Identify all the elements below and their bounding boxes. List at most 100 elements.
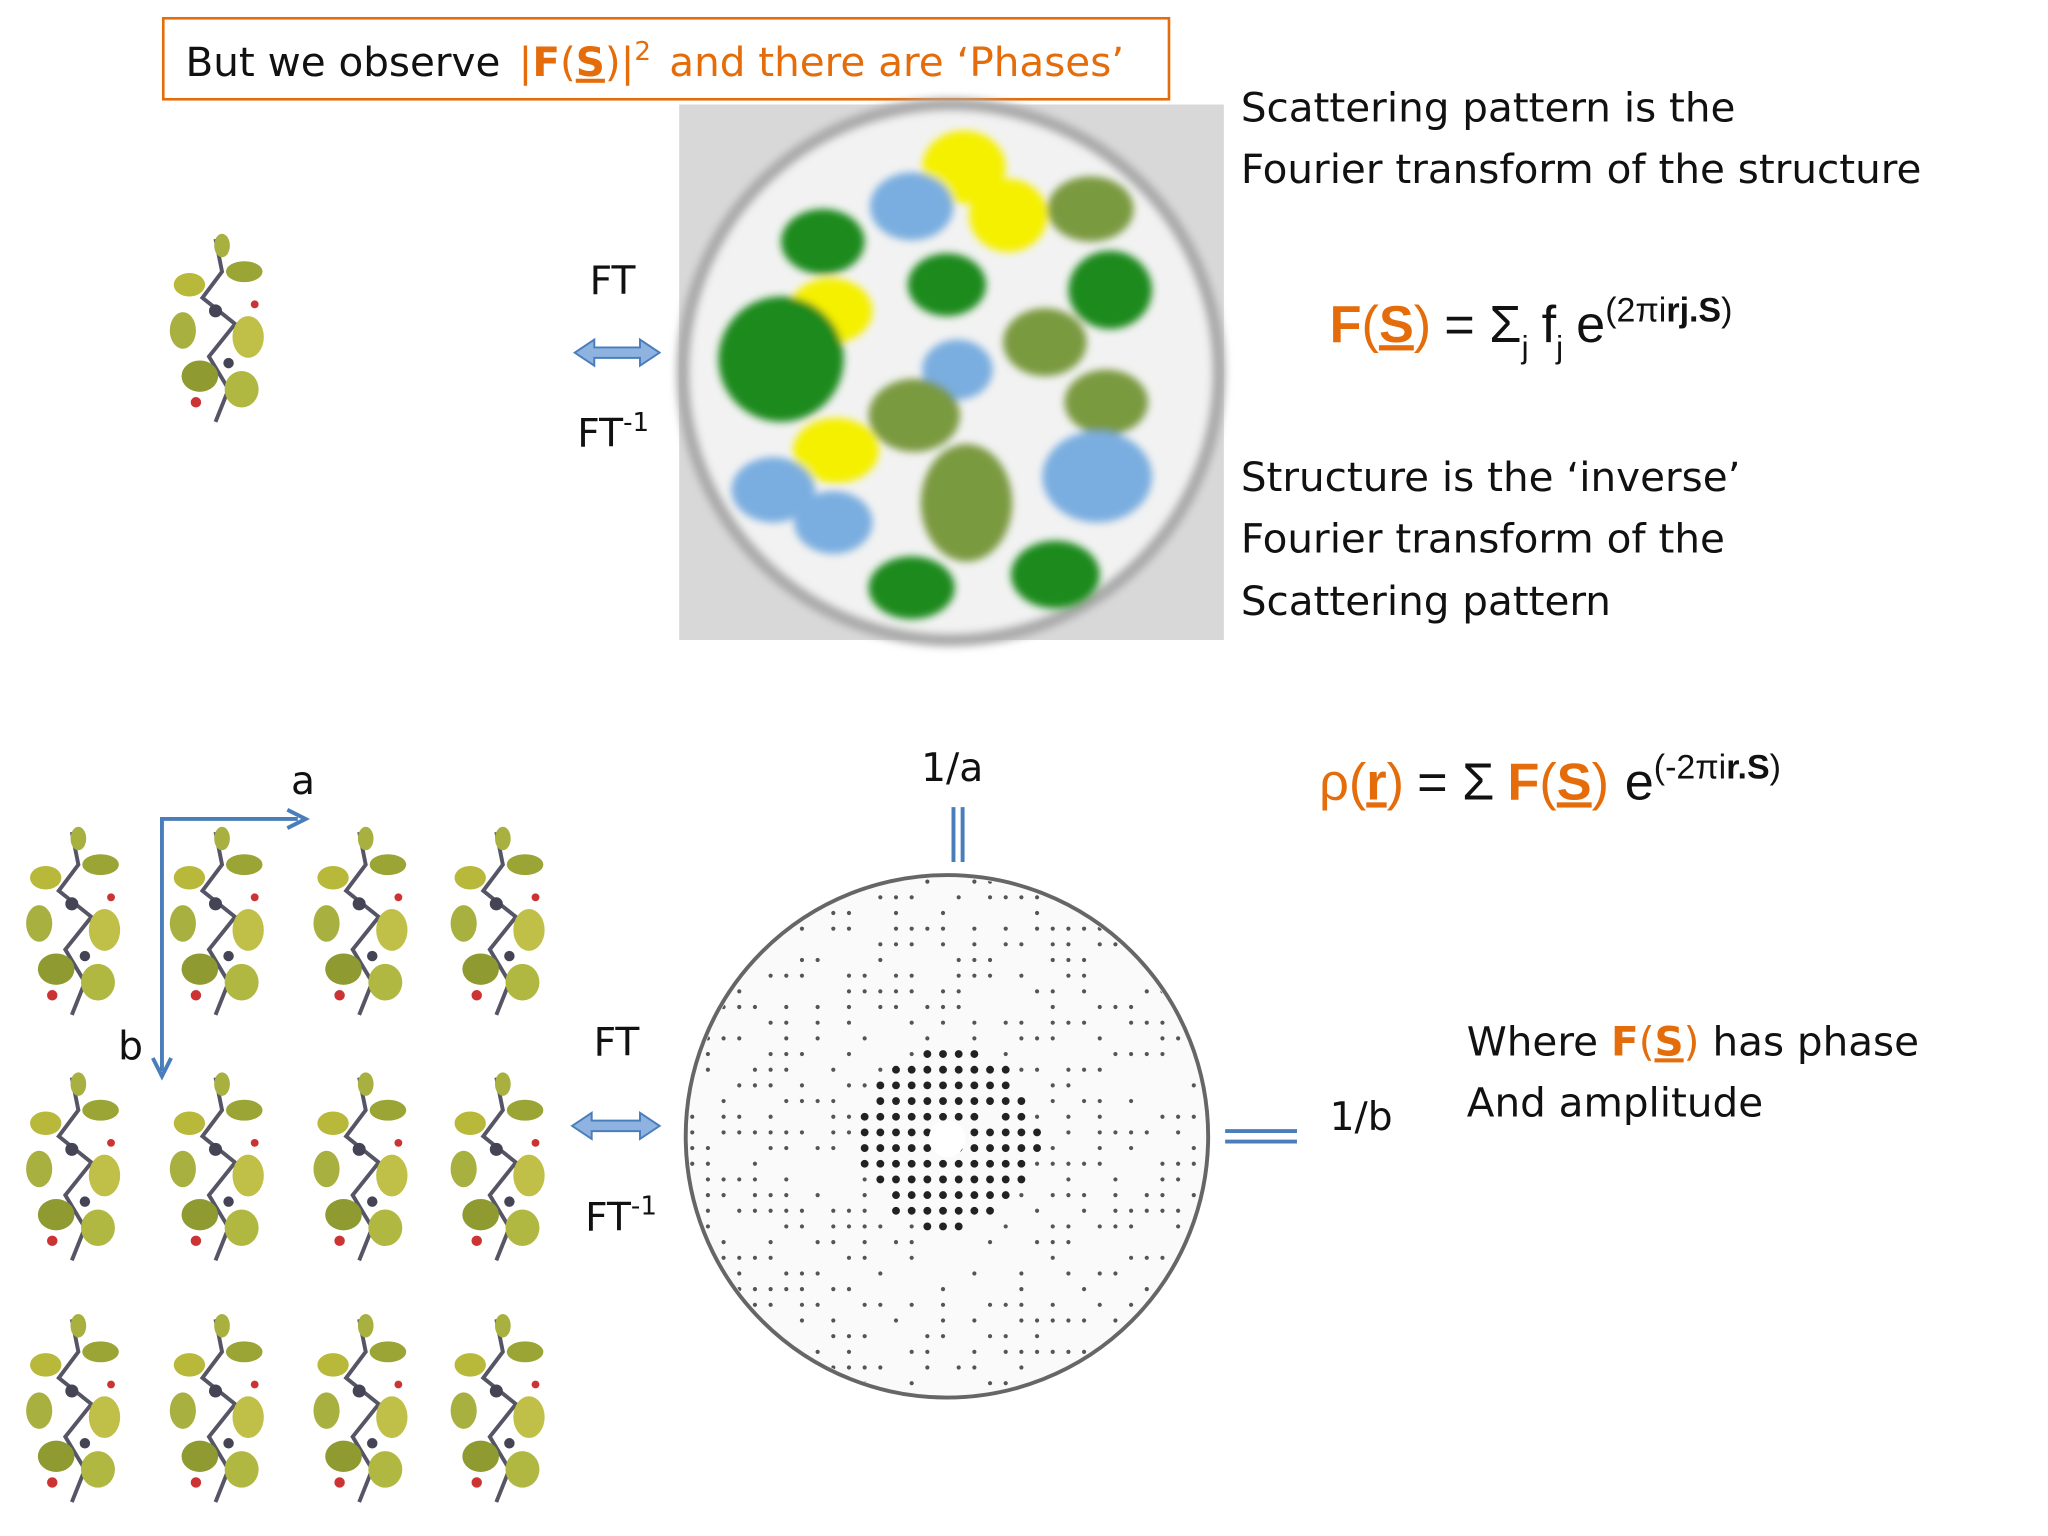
description: Scattering pattern [1241, 577, 1611, 625]
diffraction-spot [1191, 1145, 1196, 1151]
diffraction-spot [970, 1128, 979, 1137]
diffraction-spot [721, 1193, 726, 1198]
diffraction-spot [1097, 1067, 1102, 1072]
diffraction-spot [909, 1224, 914, 1229]
diffraction-spot [878, 957, 883, 963]
diffraction-pattern [683, 873, 1211, 1400]
double-arrow [572, 337, 662, 368]
diffraction-spot [893, 1318, 899, 1323]
diffraction-spot [690, 1318, 695, 1323]
diffraction-spot [1176, 1036, 1181, 1041]
diffraction-spot [737, 1208, 742, 1213]
diffraction-spot [1191, 1114, 1196, 1119]
diffraction-spot [1034, 926, 1040, 931]
diffraction-spot [970, 1050, 979, 1058]
diffraction-spot [1050, 942, 1055, 947]
diffraction-spot [1129, 926, 1134, 931]
diffraction-spot [956, 1004, 961, 1010]
diffraction-spot [987, 1381, 993, 1386]
diffraction-spot [799, 1224, 805, 1229]
diffraction-spot [1160, 1208, 1165, 1213]
diffraction-spot [1050, 1083, 1055, 1088]
diffraction-spot [690, 1302, 695, 1307]
diffraction-spot [909, 926, 914, 931]
diffraction-spot [690, 1145, 695, 1151]
diffraction-spot [1050, 1240, 1055, 1245]
diffraction-spot [1191, 1193, 1196, 1198]
reciprocal-label: 1/a [921, 746, 983, 791]
diffraction-spot [846, 910, 852, 916]
molecule [448, 1312, 547, 1504]
diffraction-spot [815, 879, 820, 884]
molecule [311, 1312, 410, 1504]
diffraction-spot [940, 942, 946, 947]
diffraction-spot [1066, 1193, 1071, 1198]
diffraction-spot [1034, 910, 1040, 916]
phase-pattern [676, 97, 1226, 647]
diffraction-spot [784, 1208, 789, 1213]
diffraction-spot [737, 1130, 742, 1135]
diffraction-spot [1113, 895, 1118, 900]
diffraction-spot [1050, 1004, 1055, 1010]
diffraction-spot [893, 910, 899, 916]
diffraction-spot [876, 1112, 885, 1121]
diffraction-spot [1113, 1208, 1118, 1213]
diffraction-spot [954, 1206, 963, 1215]
diffraction-spot [939, 1081, 947, 1090]
diffraction-spot [737, 926, 742, 931]
diffraction-spot [752, 1004, 758, 1010]
diffraction-spot [815, 1349, 820, 1354]
diffraction-spot [925, 1036, 930, 1041]
diffraction-spot [768, 1334, 773, 1339]
diffraction-spot [831, 1130, 836, 1135]
diffraction-spot [892, 1065, 900, 1074]
diffraction-spot [862, 1224, 867, 1229]
diffraction-spot [987, 1334, 993, 1339]
banner-box [161, 16, 1171, 101]
diffraction-spot [954, 1112, 963, 1121]
diffraction-spot [907, 1065, 916, 1074]
diffraction-spot [690, 1255, 695, 1260]
molecule [311, 825, 410, 1017]
diffraction-spot [846, 926, 852, 931]
diffraction-spot [1191, 1318, 1196, 1323]
double-arrow [570, 1110, 662, 1141]
banner-text: But we observe |F(S)|2 and there are ‘Phas… [185, 37, 1124, 86]
diffraction-spot [784, 1020, 789, 1025]
diffraction-spot [972, 879, 977, 884]
diffraction-spot [752, 1365, 758, 1370]
molecule [167, 825, 266, 1017]
diffraction-spot [768, 1365, 773, 1370]
diffraction-spot [799, 1083, 805, 1088]
diffraction-spot [752, 879, 758, 884]
diffraction-spot [970, 1081, 979, 1090]
diffraction-spot [1160, 1255, 1165, 1260]
diffraction-spot [815, 1036, 820, 1041]
molecule [24, 1071, 123, 1263]
diffraction-spot [909, 1349, 914, 1354]
diffraction-spot [721, 1177, 726, 1182]
diffraction-spot [986, 1128, 994, 1137]
diffraction-spot [1176, 989, 1181, 994]
diffraction-spot [768, 1240, 773, 1245]
diffraction-spot [784, 1036, 789, 1041]
diffraction-spot [1066, 1349, 1071, 1354]
ft-label: FT [594, 1020, 641, 1065]
diffraction-spot [907, 1206, 916, 1215]
diffraction-spot [784, 1145, 789, 1151]
diffraction-spot [862, 989, 867, 994]
diffraction-spot [956, 973, 961, 978]
diffraction-spot [831, 1334, 836, 1339]
diffraction-spot [970, 1191, 979, 1200]
diffraction-spot [1050, 1161, 1055, 1166]
reciprocal-marker [1225, 1129, 1297, 1144]
diffraction-spot [768, 1302, 773, 1307]
diffraction-spot [1019, 1349, 1024, 1354]
diffraction-spot [752, 1255, 758, 1260]
diffraction-spot [923, 1050, 932, 1058]
diffraction-spot [1144, 1193, 1149, 1198]
diffraction-spot [925, 1365, 930, 1370]
diffraction-spot [784, 973, 789, 978]
diffraction-spot [892, 1206, 900, 1215]
diffraction-spot [1144, 1255, 1149, 1260]
